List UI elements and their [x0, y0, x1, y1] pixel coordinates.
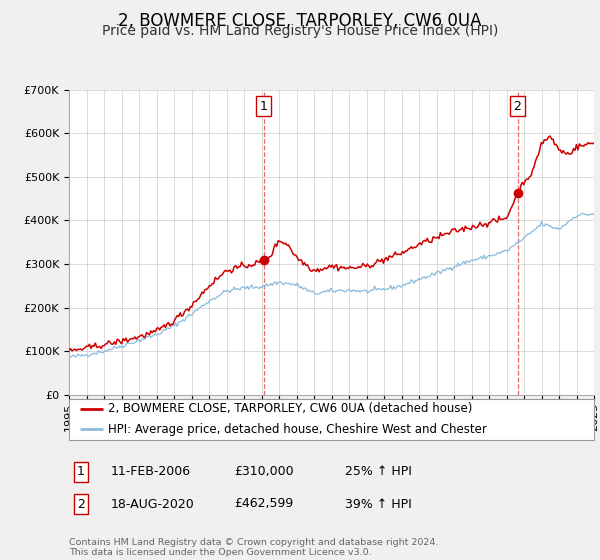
Text: £310,000: £310,000: [234, 465, 293, 478]
Text: 39% ↑ HPI: 39% ↑ HPI: [345, 497, 412, 511]
Text: 2, BOWMERE CLOSE, TARPORLEY, CW6 0UA (detached house): 2, BOWMERE CLOSE, TARPORLEY, CW6 0UA (de…: [109, 403, 473, 416]
Text: Contains HM Land Registry data © Crown copyright and database right 2024.
This d: Contains HM Land Registry data © Crown c…: [69, 538, 439, 557]
Text: Price paid vs. HM Land Registry's House Price Index (HPI): Price paid vs. HM Land Registry's House …: [102, 24, 498, 38]
Text: 2, BOWMERE CLOSE, TARPORLEY, CW6 0UA: 2, BOWMERE CLOSE, TARPORLEY, CW6 0UA: [118, 12, 482, 30]
Text: 18-AUG-2020: 18-AUG-2020: [111, 497, 195, 511]
Text: 2: 2: [77, 497, 85, 511]
Text: 11-FEB-2006: 11-FEB-2006: [111, 465, 191, 478]
Text: 2: 2: [514, 100, 521, 113]
Text: 1: 1: [260, 100, 268, 113]
Text: HPI: Average price, detached house, Cheshire West and Chester: HPI: Average price, detached house, Ches…: [109, 423, 487, 436]
Text: 1: 1: [77, 465, 85, 478]
Text: 25% ↑ HPI: 25% ↑ HPI: [345, 465, 412, 478]
Text: £462,599: £462,599: [234, 497, 293, 511]
